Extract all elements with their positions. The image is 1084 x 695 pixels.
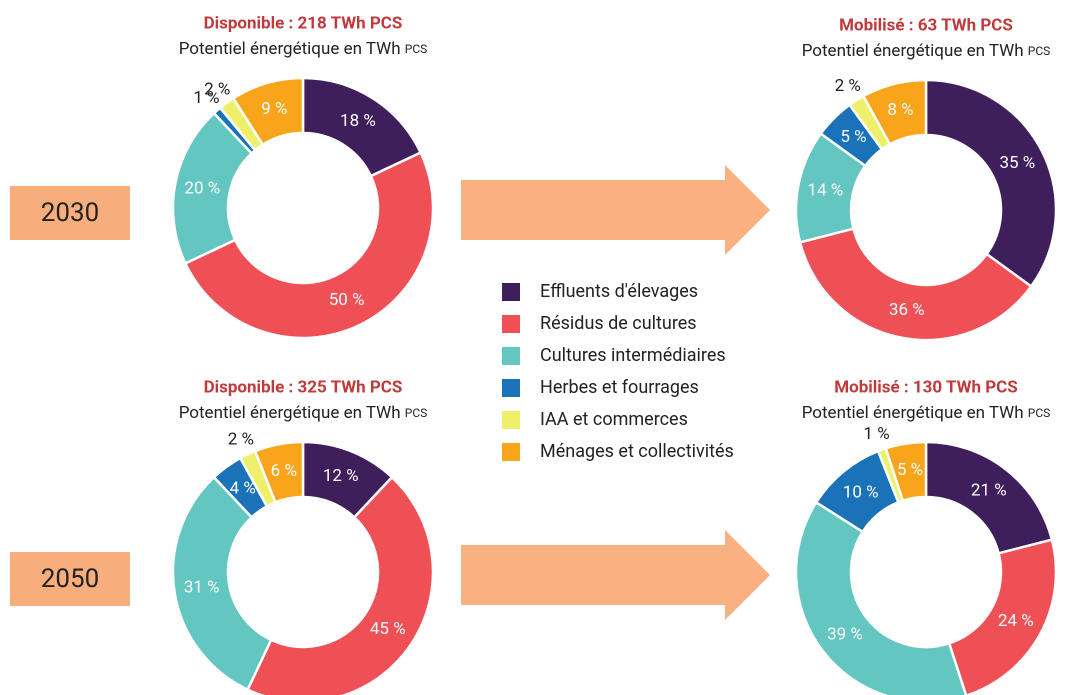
legend-swatch <box>502 283 520 301</box>
value-label: 9 % <box>261 99 287 119</box>
donut-segment <box>947 538 1058 695</box>
value-label: 14 % <box>807 180 843 200</box>
legend-label: Cultures intermédiaires <box>540 345 726 366</box>
donut-segment <box>231 76 305 147</box>
value-label: 21 % <box>971 480 1007 500</box>
value-label: 10 % <box>843 483 879 503</box>
legend-label: Herbes et fourrages <box>540 377 699 398</box>
chart-title: Disponible : 325 TWh PCS <box>204 377 403 397</box>
legend-swatch <box>502 443 520 461</box>
chart-subtitle: Potentiel énergétique en TWh PCS <box>179 403 428 423</box>
legend-swatch <box>502 411 520 429</box>
value-label: 36 % <box>889 300 925 320</box>
year-box <box>10 552 130 606</box>
value-label: 45 % <box>370 619 406 639</box>
chart-title: Disponible : 218 TWh PCS <box>204 13 403 33</box>
value-label: 2 % <box>204 79 230 99</box>
value-label: 4 % <box>230 479 256 499</box>
chart-subtitle: Potentiel énergétique en TWh PCS <box>802 403 1051 423</box>
donut-segment <box>924 440 1054 555</box>
arrow <box>461 165 770 255</box>
value-label: 5 % <box>840 127 866 147</box>
value-label: 31 % <box>184 578 220 598</box>
subtitle-text: Potentiel énergétique en TWh <box>802 403 1024 423</box>
legend-label: Ménages et collectivités <box>540 441 734 462</box>
subtitle-text: Potentiel énergétique en TWh <box>179 39 401 59</box>
value-label: 24 % <box>998 611 1034 631</box>
value-label: 8 % <box>887 100 913 120</box>
value-label: 39 % <box>827 624 863 644</box>
donut-segment <box>245 475 435 695</box>
legend-swatch <box>502 379 520 397</box>
value-label: 1 % <box>863 424 889 444</box>
year-box <box>10 186 130 240</box>
legend-swatch <box>502 347 520 365</box>
subtitle-text: Potentiel énergétique en TWh <box>179 403 401 423</box>
year-label: 2050 <box>41 564 99 594</box>
legend-label: IAA et commerces <box>540 409 688 430</box>
legend-label: Effluents d'élevages <box>540 281 698 302</box>
value-label: 5 % <box>897 460 923 480</box>
value-label: 2 % <box>835 76 861 96</box>
subtitle-unit: PCS <box>405 406 428 420</box>
subtitle-unit: PCS <box>1028 406 1051 420</box>
donut-segment <box>253 440 305 504</box>
year-label: 2030 <box>41 198 99 228</box>
donut-segment <box>183 150 435 340</box>
chart-title: Mobilisé : 63 TWh PCS <box>839 15 1013 35</box>
subtitle-text: Potentiel énergétique en TWh <box>802 41 1024 61</box>
value-label: 50 % <box>329 290 365 310</box>
legend-label: Résidus de cultures <box>540 313 697 334</box>
value-label: 20 % <box>184 178 220 198</box>
legend-swatch <box>502 315 520 333</box>
value-label: 35 % <box>999 153 1035 173</box>
donut-segment <box>171 475 273 692</box>
donut-segment <box>794 500 968 695</box>
donut-segment <box>924 78 1058 289</box>
value-label: 6 % <box>271 461 297 481</box>
value-label: 18 % <box>340 111 376 131</box>
chart-subtitle: Potentiel énergétique en TWh PCS <box>802 41 1051 61</box>
value-label: 12 % <box>323 466 359 486</box>
value-label: 1 % <box>193 88 219 108</box>
arrow <box>461 530 770 620</box>
donut-segment <box>884 440 928 503</box>
chart-title: Mobilisé : 130 TWh PCS <box>834 377 1018 397</box>
value-label: 2 % <box>228 429 254 449</box>
subtitle-unit: PCS <box>1028 44 1051 58</box>
donut-segment <box>798 227 1033 342</box>
chart-subtitle: Potentiel énergétique en TWh PCS <box>179 39 428 59</box>
subtitle-unit: PCS <box>405 42 428 56</box>
donut-segment <box>861 78 928 146</box>
